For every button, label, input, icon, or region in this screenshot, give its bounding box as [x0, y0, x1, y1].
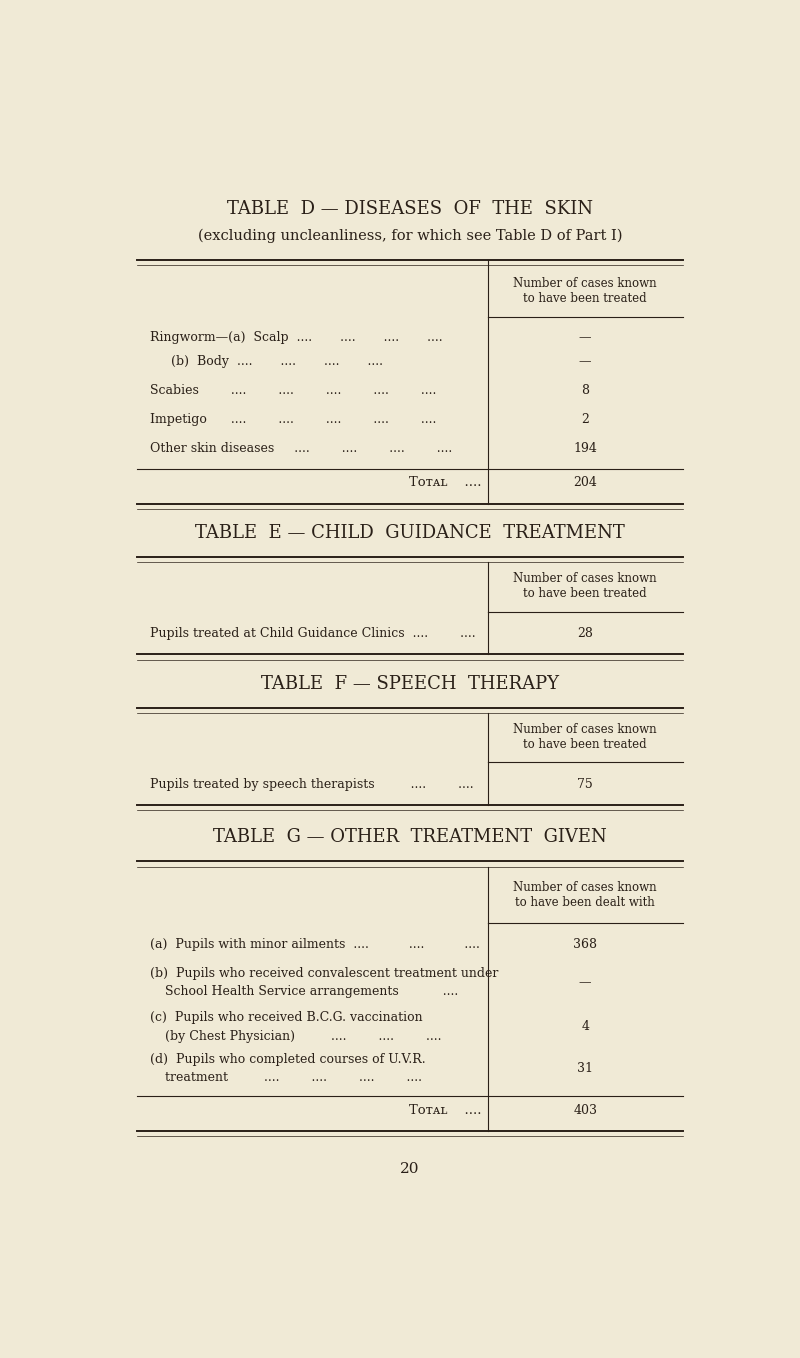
Text: School Health Service arrangements           ....: School Health Service arrangements ....: [165, 985, 458, 998]
Text: (excluding uncleanliness, for which see Table D of Part I): (excluding uncleanliness, for which see …: [198, 230, 622, 243]
Text: treatment         ....        ....        ....        ....: treatment .... .... .... ....: [165, 1071, 422, 1085]
Text: 75: 75: [578, 778, 593, 790]
Text: (a)  Pupils with minor ailments  ....          ....          ....: (a) Pupils with minor ailments .... ....…: [150, 937, 479, 951]
Text: (c)  Pupils who received B.C.G. vaccination: (c) Pupils who received B.C.G. vaccinati…: [150, 1010, 422, 1024]
Text: Ringworm—(a)  Scalp  ....       ....       ....       ....: Ringworm—(a) Scalp .... .... .... ....: [150, 331, 442, 344]
Text: TABLE  F — SPEECH  THERAPY: TABLE F — SPEECH THERAPY: [261, 675, 559, 693]
Text: Number of cases known
to have been dealt with: Number of cases known to have been dealt…: [514, 881, 657, 909]
Text: Other skin diseases     ....        ....        ....        ....: Other skin diseases .... .... .... ....: [150, 441, 452, 455]
Text: Tᴏᴛᴀʟ    ....: Tᴏᴛᴀʟ ....: [409, 1104, 482, 1116]
Text: —: —: [579, 356, 591, 368]
Text: Impetigo      ....        ....        ....        ....        ....: Impetigo .... .... .... .... ....: [150, 413, 436, 425]
Text: Scabies        ....        ....        ....        ....        ....: Scabies .... .... .... .... ....: [150, 384, 436, 398]
Text: 194: 194: [574, 441, 597, 455]
Text: —: —: [579, 331, 591, 344]
Text: —: —: [579, 976, 591, 989]
Text: TABLE  E — CHILD  GUIDANCE  TREATMENT: TABLE E — CHILD GUIDANCE TREATMENT: [195, 524, 625, 542]
Text: (d)  Pupils who completed courses of U.V.R.: (d) Pupils who completed courses of U.V.…: [150, 1052, 426, 1066]
Text: 4: 4: [581, 1020, 589, 1033]
Text: Number of cases known
to have been treated: Number of cases known to have been treat…: [514, 277, 657, 304]
Text: Pupils treated at Child Guidance Clinics  ....        ....: Pupils treated at Child Guidance Clinics…: [150, 627, 475, 640]
Text: (b)  Body  ....       ....       ....       ....: (b) Body .... .... .... ....: [171, 356, 383, 368]
Text: Tᴏᴛᴀʟ    ....: Tᴏᴛᴀʟ ....: [409, 477, 482, 489]
Text: 31: 31: [577, 1062, 593, 1076]
Text: 403: 403: [573, 1104, 597, 1116]
Text: (b)  Pupils who received convalescent treatment under: (b) Pupils who received convalescent tre…: [150, 967, 498, 980]
Text: Pupils treated by speech therapists         ....        ....: Pupils treated by speech therapists ....…: [150, 778, 474, 790]
Text: Number of cases known
to have been treated: Number of cases known to have been treat…: [514, 573, 657, 600]
Text: 28: 28: [578, 627, 593, 640]
Text: 204: 204: [574, 477, 597, 489]
Text: TABLE  G — OTHER  TREATMENT  GIVEN: TABLE G — OTHER TREATMENT GIVEN: [213, 828, 607, 846]
Text: Number of cases known
to have been treated: Number of cases known to have been treat…: [514, 722, 657, 751]
Text: 368: 368: [573, 937, 597, 951]
Text: 2: 2: [582, 413, 589, 425]
Text: TABLE  D — DISEASES  OF  THE  SKIN: TABLE D — DISEASES OF THE SKIN: [227, 200, 593, 219]
Text: 8: 8: [581, 384, 589, 398]
Text: 20: 20: [400, 1162, 420, 1176]
Text: (by Chest Physician)         ....        ....        ....: (by Chest Physician) .... .... ....: [165, 1029, 442, 1043]
